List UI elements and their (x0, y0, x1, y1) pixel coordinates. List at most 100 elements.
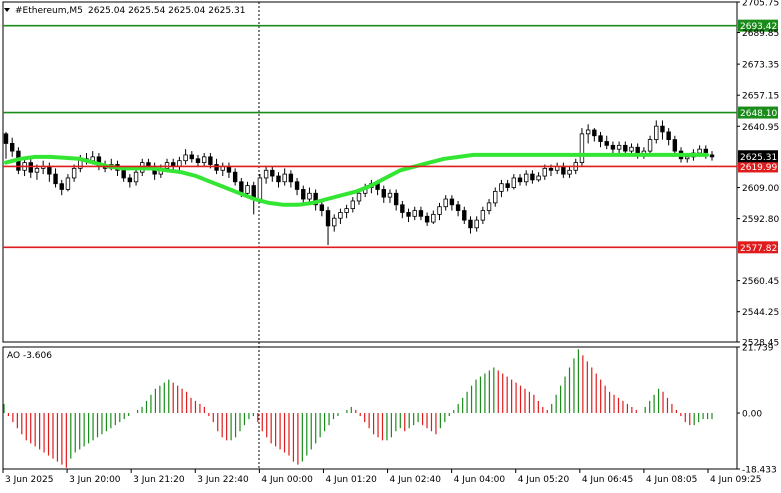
candle-body (548, 167, 554, 171)
candle (183, 149, 188, 165)
candle (220, 162, 225, 177)
ao-bars (3, 349, 713, 468)
candle (127, 174, 133, 188)
candle-body (685, 156, 690, 160)
axes: 2693.42 2648.10 2619.99 2577.82 2625.31 2705.… (2, 0, 779, 485)
candle (616, 141, 622, 154)
time-tick-label: 3 Jun 2025 (5, 475, 53, 485)
candle-body (567, 169, 572, 175)
candle-body (189, 154, 194, 160)
candle (307, 187, 312, 203)
candle-body (542, 167, 547, 177)
candle-body (226, 166, 232, 173)
candle (226, 162, 232, 178)
time-tick-label: 4 Jun 04:00 (454, 475, 506, 485)
time-tick-label: 3 Jun 22:40 (197, 475, 249, 485)
candle-body (610, 144, 616, 150)
candle (189, 151, 194, 163)
candle (3, 131, 9, 159)
candle (393, 189, 399, 211)
candle-body (9, 143, 15, 152)
candle (660, 120, 665, 140)
candle (530, 170, 535, 184)
candle-body (313, 192, 318, 206)
candle-body (400, 204, 405, 213)
candles (3, 120, 715, 246)
candle (579, 128, 585, 167)
candle (443, 195, 448, 211)
candle (554, 162, 560, 175)
candle (338, 208, 343, 224)
level-label: 2577.82 (740, 244, 777, 254)
oscillator-frame (2, 346, 738, 470)
price-panel: #Ethereum,M5 2625.04 2625.54 2625.04 2625… (2, 1, 738, 469)
candle-body (462, 210, 467, 221)
level-label: 2693.42 (740, 22, 777, 32)
candle (270, 166, 275, 182)
candle (536, 172, 541, 182)
candle-body (654, 125, 659, 140)
candle (493, 187, 498, 207)
ohlc-header: 2625.04 2625.54 2625.04 2625.31 (88, 6, 245, 16)
candle (195, 154, 201, 167)
candle-body (208, 156, 213, 165)
candle-body (579, 133, 585, 164)
candle-body (387, 192, 393, 198)
candle (65, 174, 71, 192)
candle-body (530, 173, 535, 181)
candle (517, 174, 523, 186)
candle (152, 162, 157, 180)
time-tick-label: 4 Jun 05:20 (518, 475, 570, 485)
candle (418, 206, 424, 221)
candle (53, 168, 58, 188)
candle (610, 141, 616, 154)
candle-body (201, 156, 207, 164)
candle-body (319, 204, 325, 211)
candle-body (53, 173, 58, 185)
candle (344, 204, 349, 219)
candle (325, 206, 331, 246)
candle-body (437, 206, 442, 215)
candle-body (307, 192, 312, 200)
time-tick-label: 4 Jun 00:00 (261, 475, 313, 485)
price-tick-label: 2657.15 (742, 92, 779, 102)
candle-body (276, 175, 281, 183)
candle (71, 164, 77, 182)
candle (623, 141, 628, 155)
current-price-label: 2625.31 (740, 153, 777, 163)
candle-body (443, 198, 448, 208)
candle (59, 179, 64, 196)
candle-body (28, 162, 33, 173)
candle-body (455, 204, 461, 211)
candle (449, 195, 455, 211)
candle-body (629, 146, 634, 152)
time-tick-label: 4 Jun 06:45 (582, 475, 633, 485)
price-tick-label: 2689.85 (742, 29, 779, 39)
candle (294, 177, 300, 196)
candle-body (666, 131, 671, 140)
candle (455, 200, 461, 217)
candle (201, 153, 207, 167)
level-label-box (738, 19, 778, 32)
candle (332, 214, 337, 232)
candle-body (270, 169, 275, 177)
candle (468, 216, 473, 234)
candle-body (511, 177, 517, 188)
candle (177, 156, 182, 171)
candle (387, 189, 393, 203)
candle (232, 168, 238, 186)
candle (474, 216, 479, 232)
candle (486, 199, 492, 215)
symbol-label: #Ethereum,M5 (15, 6, 83, 16)
time-tick-label: 3 Jun 20:00 (69, 475, 121, 485)
candle-body (350, 200, 356, 210)
candle-body (412, 210, 417, 217)
candle-body (486, 202, 492, 211)
price-tick-label: 2640.95 (742, 123, 779, 133)
candle-body (325, 210, 331, 227)
candle-body (121, 169, 126, 179)
level-label-box (738, 241, 778, 254)
candle-body (561, 166, 566, 175)
candle (598, 131, 603, 148)
